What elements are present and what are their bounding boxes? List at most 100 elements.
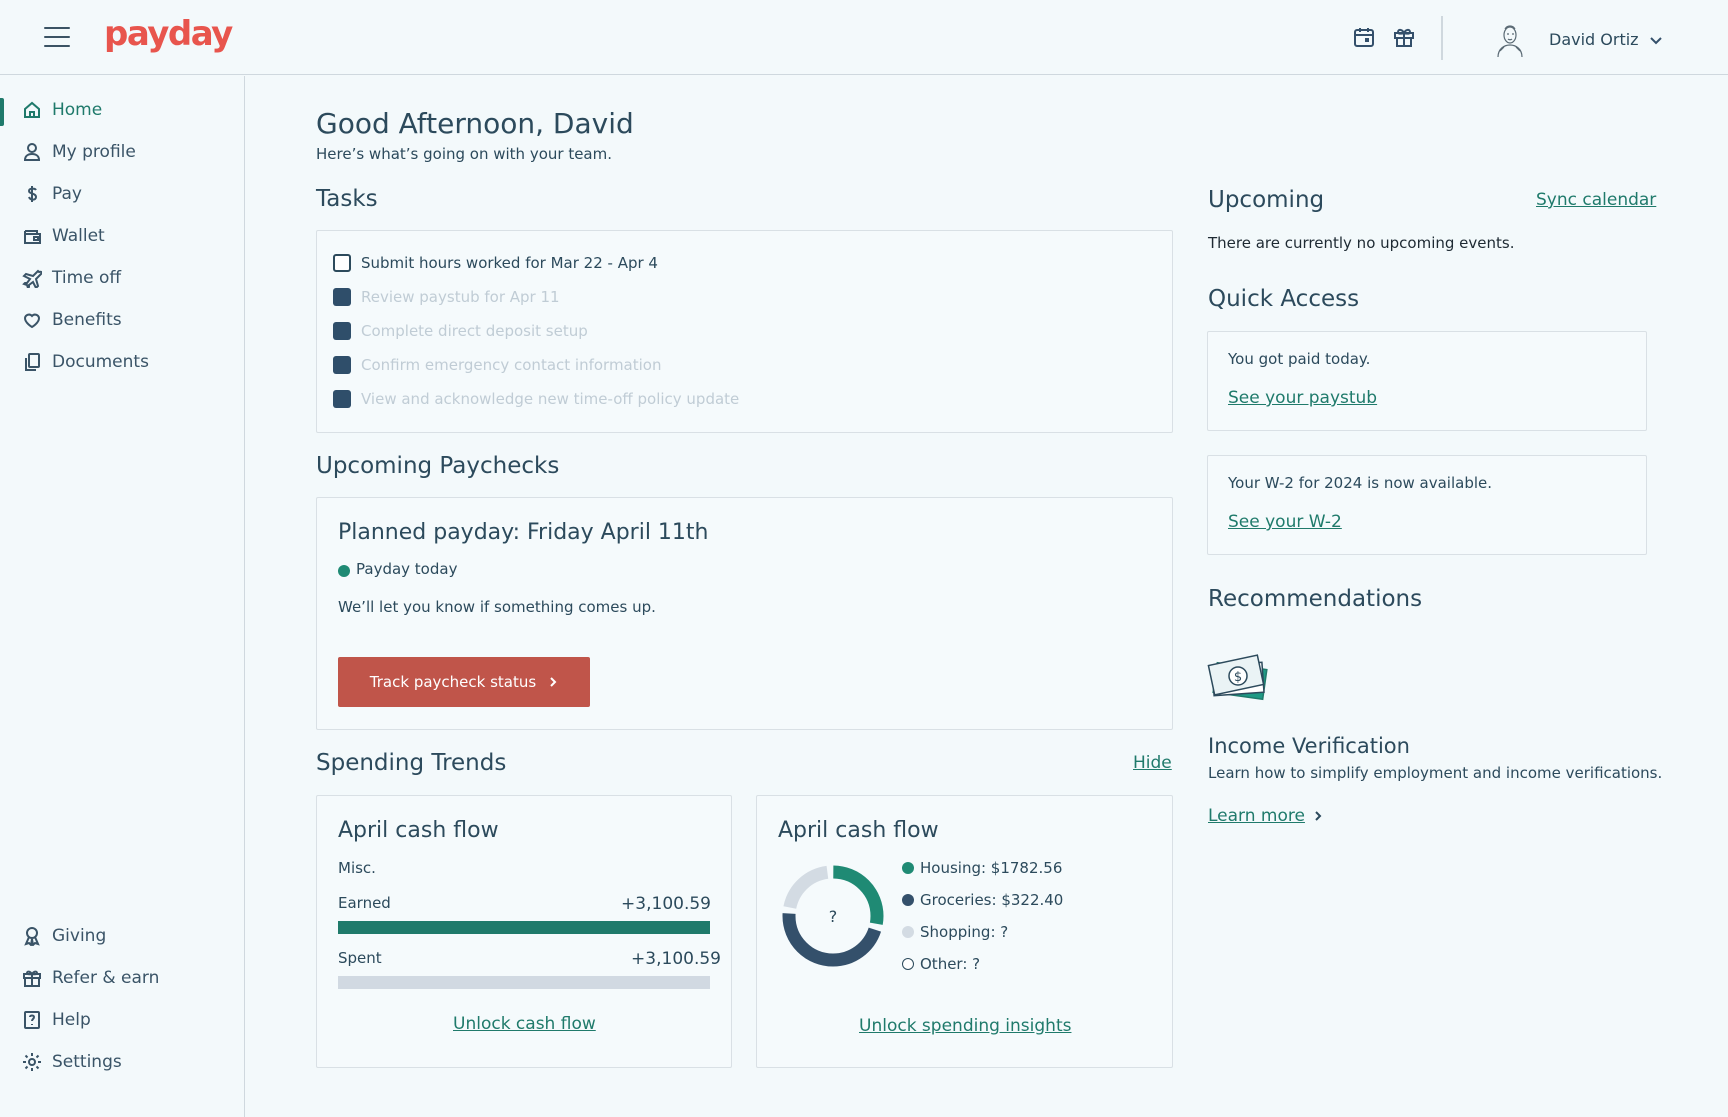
- sync-calendar-link[interactable]: Sync calendar: [1536, 190, 1657, 210]
- payday-note: We’ll let you know if something comes up…: [338, 598, 656, 616]
- menu-icon[interactable]: [44, 27, 70, 49]
- sidebar: Home My profile Pay Wallet Time off Bene…: [0, 76, 245, 1117]
- quick-access-text: You got paid today.: [1228, 350, 1371, 368]
- legend-item-other: Other: ?: [902, 955, 980, 973]
- sidebar-item-label: Time off: [52, 268, 122, 288]
- track-paycheck-button[interactable]: Track paycheck status: [338, 657, 590, 707]
- quick-access-text: Your W-2 for 2024 is now available.: [1228, 474, 1493, 492]
- chevron-right-icon: [550, 677, 557, 687]
- legend-dot: [902, 958, 914, 970]
- sidebar-item-benefits[interactable]: Benefits: [0, 300, 243, 340]
- sidebar-item-label: Help: [52, 1010, 91, 1030]
- cashflow-title: April cash flow: [338, 818, 499, 843]
- avatar[interactable]: [1490, 21, 1530, 57]
- quick-access-card: Your W-2 for 2024 is now available. See …: [1207, 455, 1647, 555]
- task-checkbox[interactable]: [333, 356, 351, 374]
- sidebar-item-time-off[interactable]: Time off: [0, 258, 243, 298]
- spent-value: +3,100.59: [631, 949, 721, 969]
- sidebar-item-home[interactable]: Home: [0, 90, 243, 130]
- chevron-down-icon[interactable]: [1648, 33, 1664, 49]
- learn-more-link[interactable]: Learn more: [1208, 806, 1323, 826]
- legend-label: Other: ?: [920, 955, 981, 973]
- see-w2-link[interactable]: See your W-2: [1228, 512, 1342, 532]
- task-item[interactable]: Review paystub for Apr 11: [333, 288, 560, 306]
- sidebar-item-label: My profile: [52, 142, 136, 162]
- spent-bar: [338, 976, 710, 989]
- status-dot: [338, 565, 350, 577]
- unlock-insights-link[interactable]: Unlock spending insights: [859, 1016, 1072, 1036]
- sidebar-item-documents[interactable]: Documents: [0, 342, 243, 382]
- task-checkbox[interactable]: [333, 390, 351, 408]
- home-icon: [24, 101, 40, 118]
- calendar-icon[interactable]: [1352, 25, 1376, 49]
- task-item[interactable]: Submit hours worked for Mar 22 - Apr 4: [333, 254, 658, 272]
- no-events-text: There are currently no upcoming events.: [1208, 234, 1515, 252]
- top-bar: payday David Ortiz: [0, 0, 1728, 75]
- money-icon: $: [1207, 654, 1268, 701]
- svg-text:$: $: [1234, 670, 1242, 685]
- sidebar-item-wallet[interactable]: Wallet: [0, 216, 243, 256]
- heart-icon: [23, 313, 41, 329]
- quick-access-card: You got paid today. See your paystub: [1207, 331, 1647, 431]
- legend-dot: [902, 862, 914, 874]
- task-checkbox[interactable]: [333, 322, 351, 340]
- donut-center-label: ?: [829, 907, 838, 926]
- gift-icon[interactable]: [1392, 25, 1416, 49]
- ribbon-icon: [24, 927, 40, 946]
- quick-access-title: Quick Access: [1208, 286, 1360, 312]
- sidebar-item-help[interactable]: Help: [0, 1000, 243, 1040]
- sidebar-item-refer-earn[interactable]: Refer & earn: [0, 958, 243, 998]
- task-item[interactable]: View and acknowledge new time-off policy…: [333, 390, 739, 408]
- sidebar-item-settings[interactable]: Settings: [0, 1042, 243, 1082]
- task-checkbox[interactable]: [333, 254, 351, 272]
- task-item[interactable]: Confirm emergency contact information: [333, 356, 661, 374]
- planned-payday: Planned payday: Friday April 11th: [338, 520, 709, 545]
- page-title: Good Afternoon, David: [316, 107, 634, 140]
- task-checkbox[interactable]: [333, 288, 351, 306]
- legend-dot: [902, 894, 914, 906]
- dollar-icon: [27, 186, 38, 202]
- task-label: Review paystub for Apr 11: [361, 288, 560, 306]
- user-name[interactable]: David Ortiz: [1549, 30, 1639, 49]
- documents-icon: [25, 353, 40, 371]
- legend-label: Shopping: ?: [920, 923, 1009, 941]
- wallet-icon: [24, 230, 41, 244]
- hide-link[interactable]: Hide: [1133, 753, 1172, 773]
- gift-icon: [23, 970, 41, 987]
- upcoming-title: Upcoming: [1208, 187, 1325, 213]
- spending-title: Spending Trends: [316, 750, 507, 776]
- spending-insights-card: April cash flow ? Housing: $1782.56 Groce…: [756, 795, 1173, 1068]
- earned-bar-fill: [338, 921, 710, 934]
- spending-donut-chart: ?: [782, 865, 884, 967]
- task-label: Confirm emergency contact information: [361, 356, 662, 374]
- cashflow-category: Misc.: [338, 859, 376, 877]
- legend-dot: [902, 926, 914, 938]
- legend-item-groceries: Groceries: $322.40: [902, 891, 1063, 909]
- tasks-title: Tasks: [316, 186, 378, 212]
- sidebar-item-pay[interactable]: Pay: [0, 174, 243, 214]
- learn-more-label: Learn more: [1208, 806, 1305, 826]
- sidebar-item-label: Giving: [52, 926, 107, 946]
- sidebar-item-label: Benefits: [52, 310, 122, 330]
- earned-label: Earned: [338, 894, 391, 912]
- task-label: Complete direct deposit setup: [361, 322, 588, 340]
- legend-label: Groceries: $322.40: [920, 891, 1064, 909]
- see-paystub-link[interactable]: See your paystub: [1228, 388, 1378, 408]
- unlock-cashflow-link[interactable]: Unlock cash flow: [453, 1014, 596, 1034]
- logo[interactable]: payday: [104, 14, 233, 54]
- task-item[interactable]: Complete direct deposit setup: [333, 322, 588, 340]
- sidebar-item-giving[interactable]: Giving: [0, 916, 243, 956]
- recommendations-title: Recommendations: [1208, 586, 1423, 612]
- earned-value: +3,100.59: [621, 894, 711, 914]
- sidebar-item-my-profile[interactable]: My profile: [0, 132, 243, 172]
- task-label: View and acknowledge new time-off policy…: [361, 390, 740, 408]
- chevron-right-icon: [1315, 811, 1322, 821]
- legend-label: Housing: $1782.56: [920, 859, 1063, 877]
- donut-slice-housing: [782, 865, 884, 967]
- legend-item-shopping: Shopping: ?: [902, 923, 1008, 941]
- sidebar-item-label: Home: [52, 100, 103, 120]
- sidebar-item-label: Refer & earn: [52, 968, 160, 988]
- donut-slice-groceries: [782, 865, 884, 967]
- header-divider: [1441, 16, 1443, 60]
- sidebar-item-label: Settings: [52, 1052, 122, 1072]
